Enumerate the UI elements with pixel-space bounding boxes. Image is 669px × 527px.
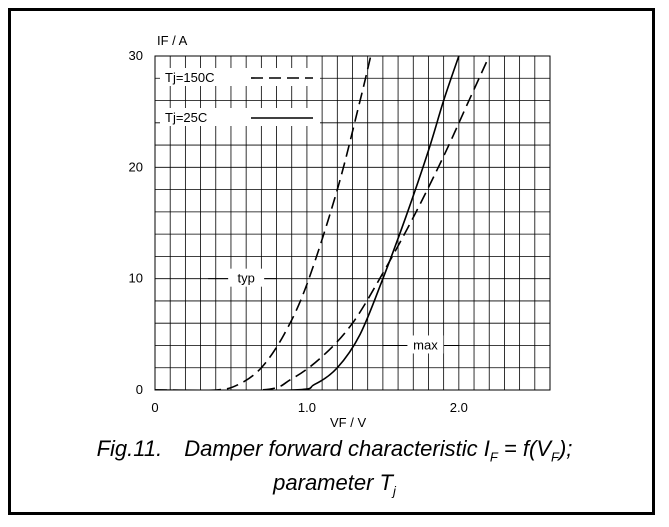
tick-labels: 0 10 20 30 0 1.0 2.0 <box>129 48 468 415</box>
plot-area-border <box>154 55 551 391</box>
figure-frame <box>8 8 655 515</box>
caption-text-3: ); <box>558 436 573 461</box>
caption-text-4: parameter T <box>273 470 393 496</box>
annotation-background <box>228 268 265 287</box>
series-line-max-tj25c <box>155 56 460 390</box>
caption-subscript-3: j <box>392 483 396 499</box>
annotation-label-typ: typ <box>237 271 254 286</box>
y-tick-label: 0 <box>136 382 143 397</box>
legend-background <box>160 108 320 126</box>
x-tick-label: 2.0 <box>450 400 468 415</box>
legend-background <box>160 68 320 86</box>
y-axis-label: IF / A <box>157 33 188 48</box>
x-axis-label: VF / V <box>330 415 366 430</box>
series-line-max-tj150c <box>155 56 490 390</box>
x-tick-label: 1.0 <box>298 400 316 415</box>
caption-subscript-2: F <box>551 449 559 465</box>
grid-lines <box>155 56 550 390</box>
y-tick-label: 30 <box>129 48 143 63</box>
series-lines <box>155 56 490 390</box>
legend-label: Tj=150C <box>165 70 215 85</box>
annotation-label-max: max <box>413 337 438 352</box>
legend-label: Tj=25C <box>165 110 207 125</box>
figure-number: Fig.11. <box>96 436 163 461</box>
legend: Tj=150C Tj=25C <box>160 68 320 126</box>
caption-line-1: Fig.11. Damper forward characteristic IF … <box>0 436 669 470</box>
y-tick-label: 20 <box>129 159 143 174</box>
y-tick-label: 10 <box>129 271 143 286</box>
x-tick-label: 0 <box>151 400 158 415</box>
caption-text-2: = f(V <box>497 436 551 461</box>
caption-text-1: Damper forward characteristic I <box>184 436 490 461</box>
annotations: typ max <box>208 268 459 354</box>
figure-caption: Fig.11. Damper forward characteristic IF … <box>0 436 669 505</box>
caption-subscript-1: F <box>489 449 498 465</box>
annotation-background <box>407 335 444 354</box>
caption-line-2: parameter Tj <box>0 470 669 504</box>
